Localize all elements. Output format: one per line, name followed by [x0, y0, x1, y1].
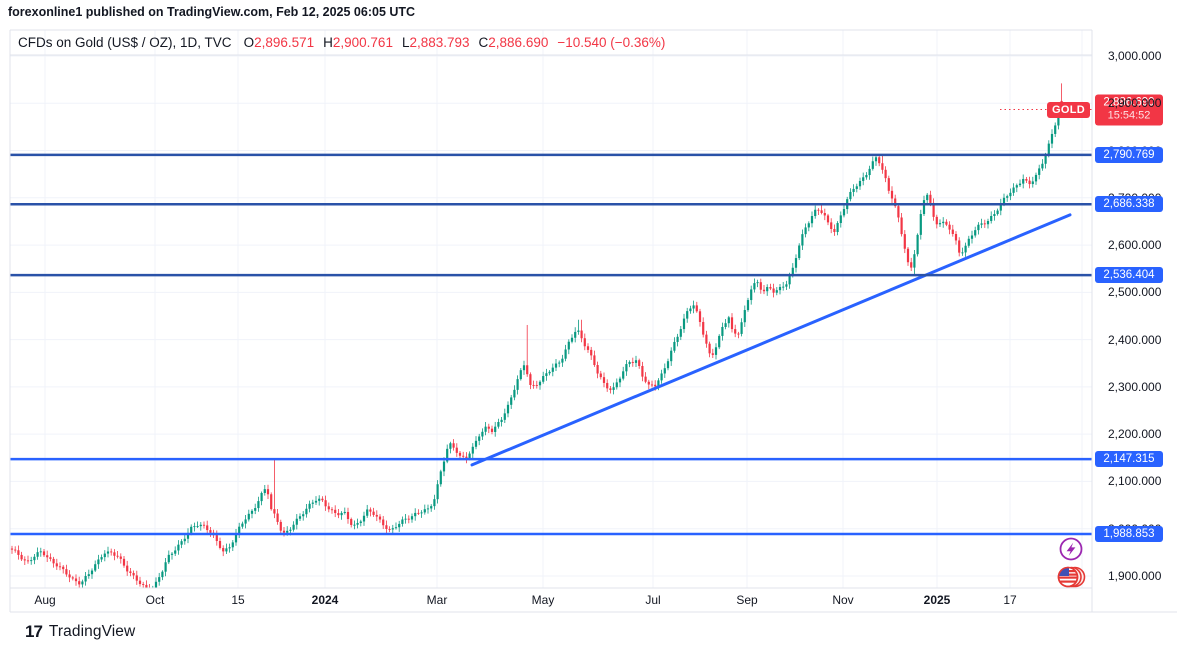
analyst-stamp-icons: [1057, 537, 1086, 588]
time-tick-label: Sep: [736, 593, 758, 607]
change-value: −10.540 (−0.36%): [557, 35, 666, 50]
time-tick-label: 2024: [311, 593, 339, 607]
level-price-badge: 1,988.853: [1095, 525, 1163, 542]
time-tick-label: 17: [1003, 593, 1017, 607]
time-tick-label: Aug: [34, 593, 56, 607]
time-tick-label: May: [531, 593, 555, 607]
tradingview-logo[interactable]: 17 TradingView: [25, 622, 135, 642]
level-price-badge: 2,147.315: [1095, 451, 1163, 468]
level-price-badge: 2,686.338: [1095, 196, 1163, 213]
close-value: C2,886.690: [478, 35, 549, 50]
price-tick-label: 2,200.000: [1108, 427, 1162, 442]
low-value: L2,883.793: [401, 35, 470, 50]
price-tick-label: 2,500.000: [1108, 285, 1162, 300]
symbol-title[interactable]: CFDs on Gold (US$ / OZ), 1D, TVC: [18, 35, 232, 50]
price-tick-label: 2,100.000: [1108, 474, 1162, 489]
copyright-line: forexonline1 published on TradingView.co…: [8, 5, 416, 19]
level-price-badge: 2,536.404: [1095, 267, 1163, 284]
time-tick-label: 15: [231, 593, 245, 607]
price-tick-label: 1,900.000: [1108, 568, 1162, 583]
time-tick-label: Oct: [145, 593, 165, 607]
price-tick-label: 2,600.000: [1108, 238, 1162, 253]
usd-coins-icon: [1057, 566, 1086, 588]
last-price-value: 2,886.690: [1103, 96, 1155, 109]
price-tick-label: 3,000.000: [1108, 49, 1162, 63]
symbol-flag-badge: GOLD: [1047, 101, 1090, 118]
price-tick-label: 2,400.000: [1108, 332, 1162, 347]
time-tick-label: 2025: [923, 593, 951, 607]
last-price-badge: 2,886.690 15:54:52: [1095, 94, 1163, 126]
high-value: H2,900.761: [323, 35, 393, 50]
price-tick-label: 2,300.000: [1108, 379, 1162, 394]
tradingview-logo-text: TradingView: [48, 623, 136, 640]
open-value: O2,896.571: [243, 35, 315, 50]
price-tick-label: 2,900.000: [1108, 96, 1162, 111]
tradingview-logo-mark: 17: [25, 622, 43, 641]
countdown-timer: 15:54:52: [1107, 109, 1151, 122]
chart-header: CFDs on Gold (US$ / OZ), 1D, TVC O2,896.…: [10, 30, 665, 55]
time-tick-label: Jul: [645, 593, 661, 607]
time-tick-label: Mar: [426, 593, 448, 607]
level-price-badge: 2,790.769: [1095, 146, 1163, 163]
lightning-icon: [1059, 537, 1083, 561]
time-tick-label: Nov: [832, 593, 854, 607]
